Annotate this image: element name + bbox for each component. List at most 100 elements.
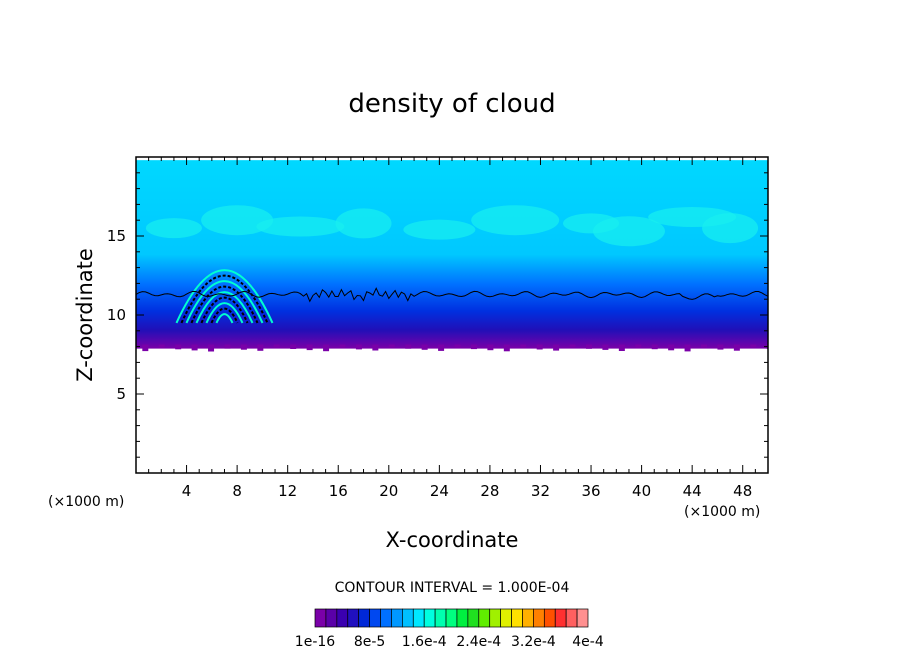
- colorbar-swatch: [467, 608, 480, 628]
- x-tick-label: 36: [581, 482, 600, 500]
- cloud-base-fleck: [717, 344, 724, 350]
- cloud-patch: [592, 216, 665, 247]
- cloud-base-fleck: [585, 344, 592, 349]
- ripple-arc: [175, 269, 274, 324]
- colorbar-swatch: [456, 608, 469, 628]
- x-tick-label: 44: [683, 482, 702, 500]
- cloud-base-fleck: [553, 344, 560, 351]
- x-tick-label: 24: [430, 482, 449, 500]
- x-tick-label: 28: [480, 482, 499, 500]
- ripple-arc: [210, 307, 239, 324]
- colorbar-label: 2.4e-4: [456, 634, 501, 650]
- colorbar-swatch: [325, 608, 338, 628]
- disturbance-ripples: [175, 269, 274, 324]
- cloud-base-fleck: [651, 344, 658, 350]
- black-contour-line: [136, 287, 768, 303]
- cloud-layer: [136, 160, 768, 349]
- cloud-base-fleck: [405, 344, 412, 349]
- colorbar-swatch: [347, 608, 360, 628]
- ripple-arc: [180, 274, 269, 324]
- colorbar-swatch: [314, 608, 327, 628]
- cloud-base-fleck: [175, 344, 182, 350]
- colorbar-label: 1e-16: [295, 634, 335, 650]
- colorbar-swatch: [358, 608, 370, 628]
- colorbar-swatch: [445, 608, 458, 628]
- cloud-patch: [335, 208, 392, 239]
- ripple-arc: [215, 313, 234, 324]
- cloud-base-fleck: [487, 344, 494, 351]
- cloud-base-fleck: [388, 344, 395, 348]
- x-tick-label: 20: [379, 482, 398, 500]
- colorbar-swatch: [478, 608, 491, 628]
- cloud-base-fleck: [191, 344, 198, 351]
- contour-interval-label: CONTOUR INTERVAL = 1.000E-04: [335, 580, 570, 596]
- colorbar-swatch: [543, 608, 556, 628]
- colorbar-swatch: [576, 608, 589, 628]
- colorbar-label: 1.6e-4: [402, 634, 447, 650]
- ripple-arc: [190, 285, 259, 324]
- colorbar-swatch: [336, 608, 349, 628]
- cloud-base-fleck: [240, 344, 247, 350]
- colorbar-swatch: [511, 608, 523, 628]
- y-tick-label: 10: [107, 306, 126, 324]
- cloud-base-fleck: [158, 344, 165, 349]
- cloud-base-fleck: [635, 344, 642, 349]
- colorbar-swatch: [402, 608, 414, 628]
- x-tick-label: 8: [232, 482, 242, 500]
- cloud-base-fleck: [339, 344, 346, 349]
- colorbar-swatch: [500, 608, 512, 628]
- cloud-base-fleck: [503, 344, 510, 352]
- x-tick-label: 4: [182, 482, 192, 500]
- cloud-base-fleck: [372, 344, 379, 351]
- cloud-base-fleck: [520, 344, 527, 349]
- x-axis-label: X-coordinate: [386, 528, 519, 552]
- cloud-base-fleck: [470, 344, 477, 350]
- cloud-patch: [201, 205, 274, 236]
- cloud-base-fleck: [684, 344, 691, 352]
- colorbar-swatch: [489, 608, 501, 628]
- cloud-patch: [702, 213, 759, 244]
- cloud-base-fleck: [273, 344, 280, 348]
- colorbar-swatch: [369, 608, 381, 628]
- cloud-patch: [471, 205, 560, 236]
- cloud-base-fleck: [569, 344, 576, 348]
- y-tick-label: 5: [116, 385, 126, 403]
- chart-title: density of cloud: [348, 89, 555, 119]
- cloud-base-fleck: [142, 344, 149, 352]
- cloud-base-fleck: [355, 344, 362, 350]
- cloud-base-fleck: [454, 344, 461, 348]
- colorbar-label: 4e-4: [572, 634, 604, 650]
- cloud-patch: [403, 219, 476, 240]
- cloud-base-fleck: [733, 344, 740, 351]
- colorbar-swatch: [412, 608, 425, 628]
- x-axis: 4 8 12 16 20 24 28 32 36 40 44 48: [148, 157, 756, 500]
- colorbar-labels: 1e-16 8e-5 1.6e-4 2.4e-4 3.2e-4 4e-4: [295, 634, 604, 650]
- colorbar-swatch: [434, 608, 447, 628]
- colorbar-swatch: [522, 608, 534, 628]
- cloud-base-fleck: [257, 344, 264, 351]
- cloud-base-fleck: [618, 344, 625, 351]
- x-tick-label: 32: [531, 482, 550, 500]
- cloud-patch: [256, 216, 345, 237]
- cloud-patch: [145, 218, 202, 239]
- x-tick-label: 12: [278, 482, 297, 500]
- cloud-base-fleck: [750, 344, 757, 348]
- cloud-base-fleck: [306, 344, 313, 351]
- cloud-base-fleck: [701, 344, 708, 349]
- cloud-base-fleck: [421, 344, 428, 350]
- colorbar-swatch: [554, 608, 567, 628]
- colorbar-label: 8e-5: [354, 634, 385, 650]
- colorbar-swatch: [423, 608, 436, 628]
- ripple-arc: [185, 280, 264, 324]
- y-tick-label: 15: [107, 227, 126, 245]
- colorbar-swatch: [533, 608, 545, 628]
- y-axis: 5 10 15: [107, 172, 768, 458]
- ripple-arc: [200, 296, 249, 324]
- colorbar-swatch: [391, 608, 403, 628]
- cloud-base-fleck: [224, 344, 231, 349]
- cloud-patches: [142, 205, 768, 352]
- cloud-base-fleck: [602, 344, 609, 350]
- x-unit-right: (×1000 m): [684, 504, 760, 520]
- x-tick-label: 16: [329, 482, 348, 500]
